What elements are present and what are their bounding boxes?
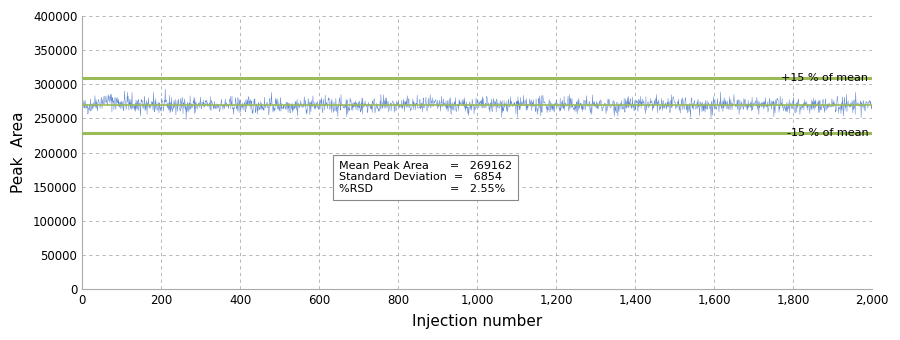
Text: -15 % of mean: -15 % of mean <box>787 128 868 138</box>
X-axis label: Injection number: Injection number <box>412 314 543 329</box>
Y-axis label: Peak  Area: Peak Area <box>11 112 26 193</box>
Text: +15 % of mean: +15 % of mean <box>781 73 868 83</box>
Text: Mean Peak Area      =   269162
Standard Deviation  =   6854
%RSD                : Mean Peak Area = 269162 Standard Deviati… <box>339 161 512 194</box>
